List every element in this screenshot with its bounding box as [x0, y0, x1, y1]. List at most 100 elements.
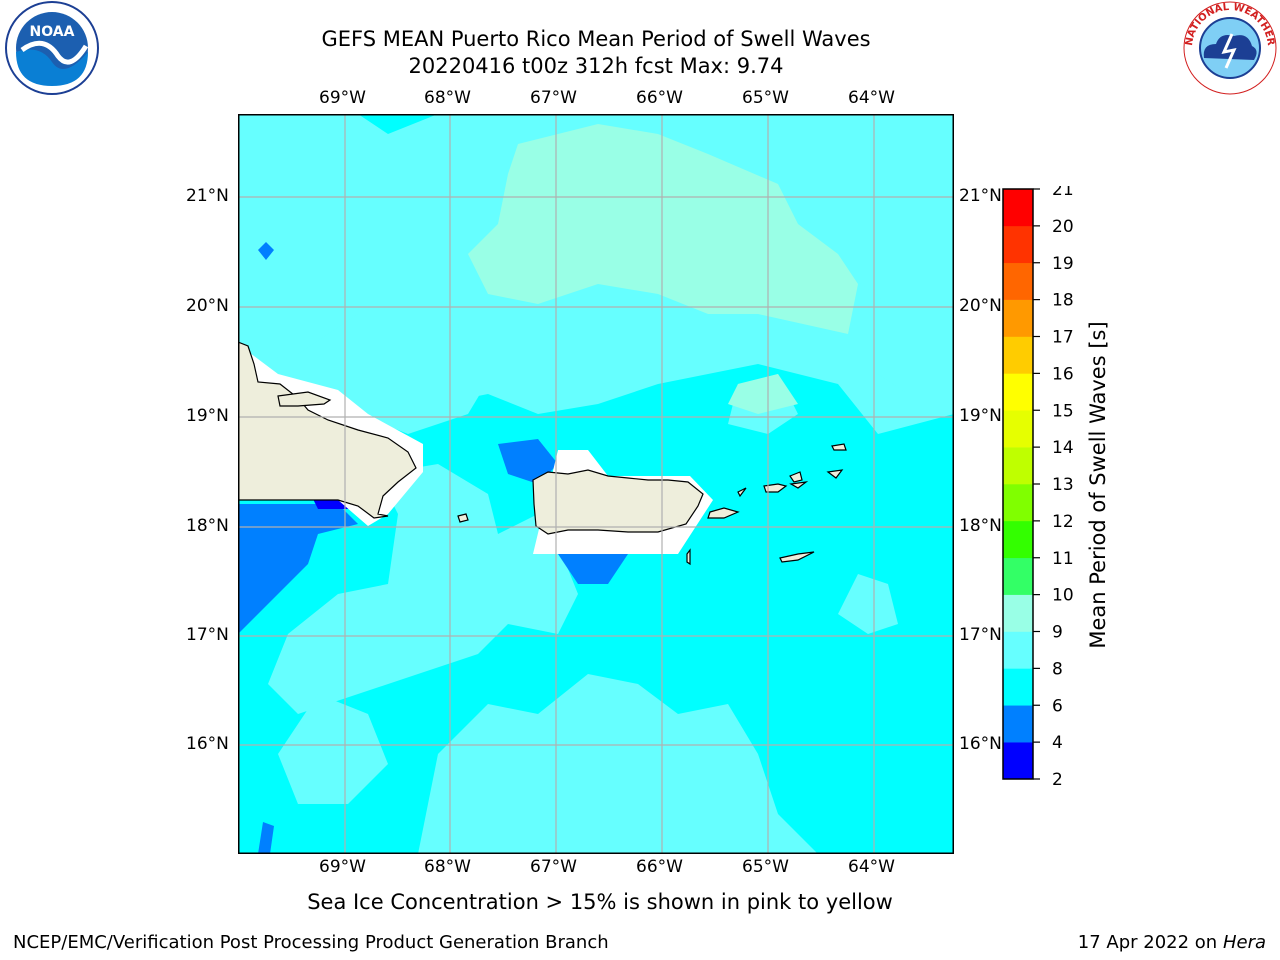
colorbar-tick-label: 17: [1052, 328, 1074, 348]
colorbar-band: [1003, 484, 1033, 522]
map-gridlines: [238, 114, 954, 854]
colorbar-band: [1003, 668, 1033, 706]
lon-label-top: 68°W: [424, 88, 471, 108]
land-area: [686, 548, 691, 566]
land-area: [763, 483, 788, 493]
colorbar: 21 20 19 18 17 16 15 14 13 12 11 10 9 8 6 4 2: [1002, 186, 1074, 786]
land-area: [831, 443, 847, 451]
swell-contour-deep: [258, 822, 274, 854]
colorbar-band: [1003, 373, 1033, 411]
swell-contour-light: [838, 574, 898, 634]
swell-contour-deep: [238, 504, 358, 634]
lon-label-bottom: 65°W: [742, 857, 789, 877]
lon-label-top: 64°W: [848, 88, 895, 108]
ocean-field: [238, 114, 954, 854]
colorbar-band: [1003, 520, 1033, 559]
colorbar-tick-label: 8: [1052, 659, 1063, 679]
colorbar-band: [1003, 631, 1033, 669]
lon-label-top: 65°W: [742, 88, 789, 108]
map-subtitle: 20220416 t00z 312h fcst Max: 9.74: [408, 54, 784, 78]
land-area: [737, 487, 747, 498]
lon-label-bottom: 69°W: [319, 857, 366, 877]
colorbar-tick-label: 12: [1052, 512, 1074, 532]
colorbar-tick-label: 20: [1052, 217, 1074, 237]
colorbar-tick-label: 14: [1052, 438, 1074, 458]
swell-contour-light: [418, 674, 818, 854]
land-area: [238, 341, 417, 519]
colorbar-band: [1003, 299, 1033, 337]
land-area: [707, 507, 740, 519]
swell-contour-light: [848, 274, 938, 394]
footer-date: 17 Apr 2022 on Hera: [1078, 932, 1266, 953]
lat-label-left: 18°N: [186, 516, 229, 536]
lon-label-top: 66°W: [636, 88, 683, 108]
swell-contour-deep: [498, 439, 558, 484]
lat-label-right: 19°N: [959, 406, 1002, 426]
lat-label-right: 18°N: [959, 516, 1002, 536]
swell-contour-deep: [558, 554, 628, 584]
lat-label-right: 17°N: [959, 625, 1002, 645]
footer-credit: NCEP/EMC/Verification Post Processing Pr…: [13, 932, 609, 953]
swell-contour-light: [238, 114, 308, 174]
land-area: [457, 513, 469, 523]
lon-label-bottom: 68°W: [424, 857, 471, 877]
colorbar-band: [1003, 262, 1033, 300]
colorbar-ticks: 21 20 19 18 17 16 15 14 13 12 11 10 9 8 6 4 2: [1033, 186, 1074, 786]
land-area: [277, 391, 332, 407]
lat-label-left: 19°N: [186, 406, 229, 426]
colorbar-tick-label: 13: [1052, 475, 1074, 495]
colorbar-tick-label: 6: [1052, 696, 1063, 716]
swell-contour-pale: [728, 374, 798, 414]
colorbar-band: [1003, 225, 1033, 264]
colorbar-tick-label: 21: [1052, 186, 1074, 200]
lat-label-left: 21°N: [186, 186, 229, 206]
colorbar-band: [1003, 447, 1033, 485]
lat-label-left: 17°N: [186, 625, 229, 645]
colorbar-band: [1003, 189, 1033, 227]
map-border: [238, 114, 954, 854]
map-title: GEFS MEAN Puerto Rico Mean Period of Swe…: [321, 27, 871, 51]
lon-label-top: 69°W: [319, 88, 366, 108]
land-area: [826, 469, 844, 479]
colorbar-tick-label: 10: [1052, 586, 1074, 606]
lat-label-right: 20°N: [959, 296, 1002, 316]
noaa-logo-text: NOAA: [30, 24, 75, 40]
colorbar-band: [1003, 557, 1033, 595]
swell-contour-light: [278, 694, 388, 804]
map-panel: [238, 114, 954, 854]
noaa-logo: NOAA: [5, 1, 99, 95]
colorbar-tick-label: 2: [1052, 770, 1063, 786]
colorbar-tick-label: 11: [1052, 549, 1074, 569]
land-area: [789, 481, 809, 489]
lat-label-left: 16°N: [186, 734, 229, 754]
colorbar-tick-label: 9: [1052, 623, 1063, 643]
footer-date-text: 17 Apr 2022 on: [1077, 932, 1223, 953]
colorbar-tick-label: 15: [1052, 401, 1074, 421]
colorbar-tick-label: 16: [1052, 364, 1074, 384]
lat-label-left: 20°N: [186, 296, 229, 316]
colorbar-bands: [1003, 189, 1033, 780]
colorbar-band: [1003, 594, 1033, 632]
lon-label-top: 67°W: [530, 88, 577, 108]
nws-logo: NATIONAL WEATHER SERVICE: [1178, 0, 1277, 95]
lon-label-bottom: 66°W: [636, 857, 683, 877]
lon-label-bottom: 64°W: [848, 857, 895, 877]
colorbar-label: Mean Period of Swell Waves [s]: [1086, 321, 1110, 649]
swell-contour-deep: [258, 242, 274, 260]
land-area: [532, 469, 704, 535]
land-masses: [238, 341, 847, 566]
land-area: [779, 551, 815, 563]
colorbar-border: [1002, 188, 1034, 780]
colorbar-band: [1003, 410, 1033, 448]
colorbar-tick-label: 4: [1052, 733, 1063, 753]
lon-label-bottom: 67°W: [530, 857, 577, 877]
lat-label-right: 21°N: [959, 186, 1002, 206]
colorbar-tick-label: 18: [1052, 291, 1074, 311]
lat-label-right: 16°N: [959, 734, 1002, 754]
sea-ice-note: Sea Ice Concentration > 15% is shown in …: [307, 890, 893, 914]
colorbar-tick-label: 19: [1052, 254, 1074, 274]
colorbar-band: [1003, 742, 1033, 780]
colorbar-band: [1003, 336, 1033, 374]
swell-contour-pale: [468, 124, 858, 334]
footer-machine: Hera: [1222, 932, 1266, 953]
